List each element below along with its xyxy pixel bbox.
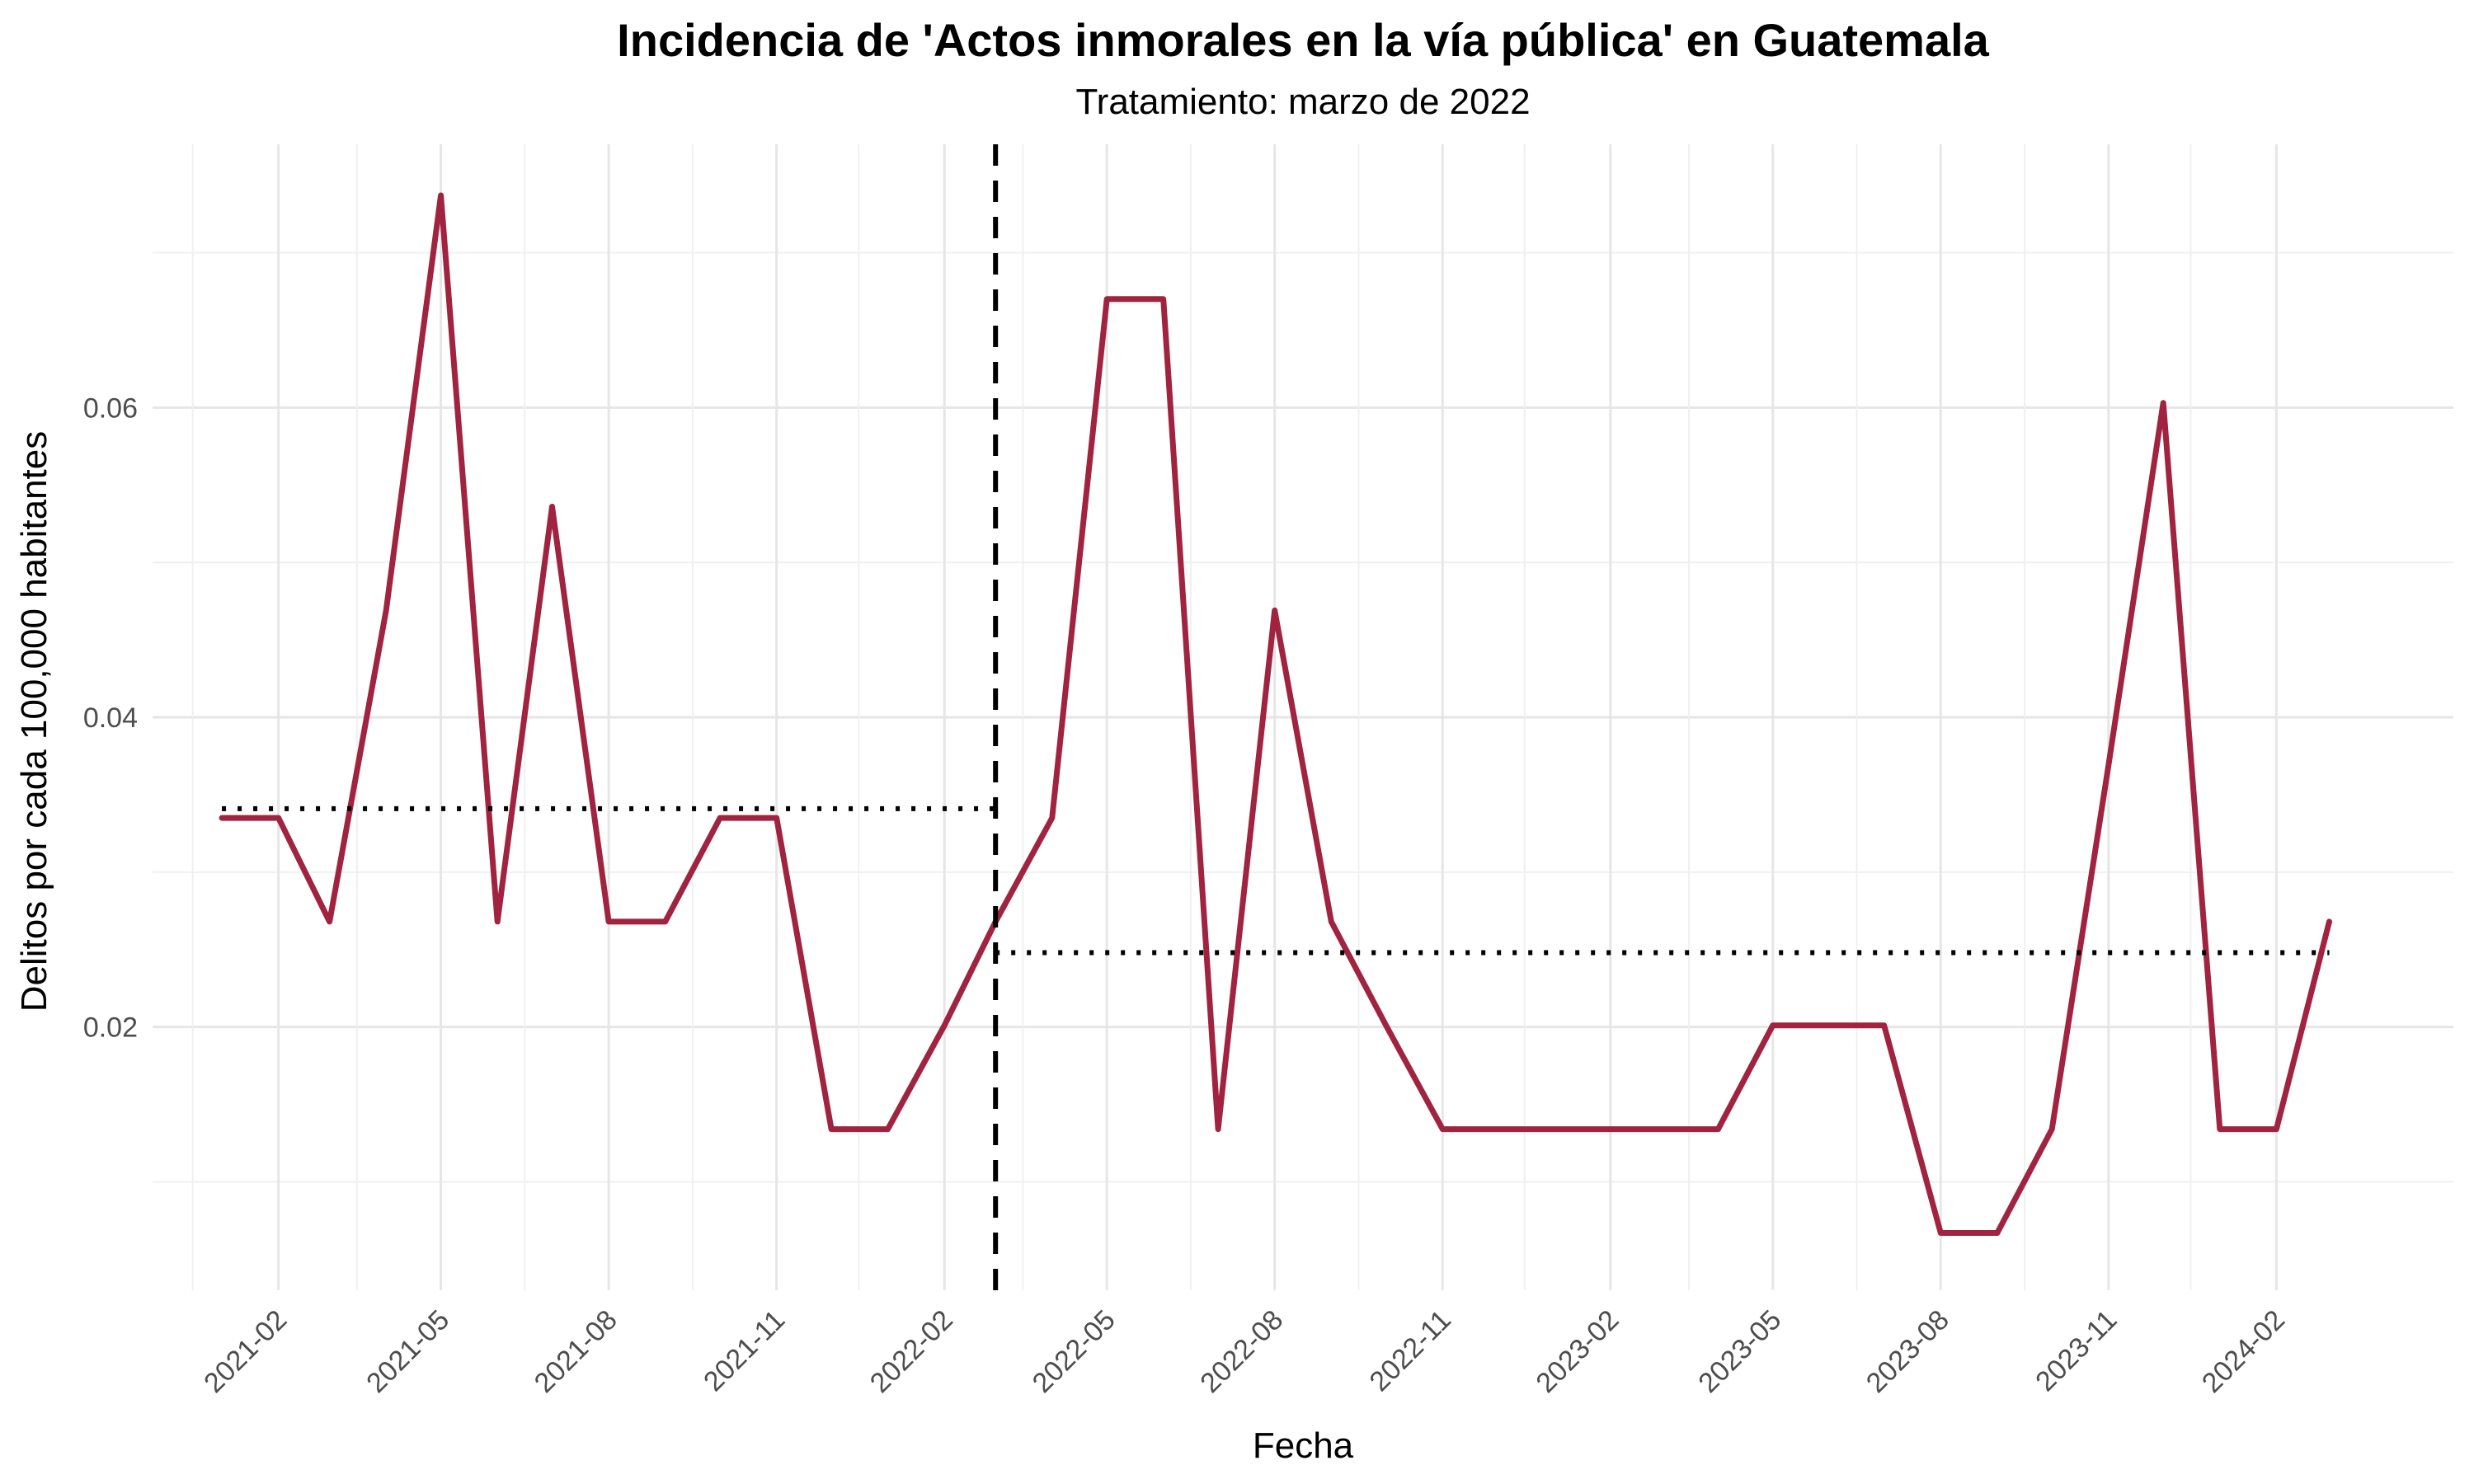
y-tick-label: 0.02 bbox=[83, 1012, 138, 1044]
y-tick-label: 0.04 bbox=[83, 702, 138, 734]
plot-area bbox=[219, 192, 2332, 1236]
y-tick-label: 0.06 bbox=[83, 392, 138, 424]
chart-subtitle: Tratamiento: marzo de 2022 bbox=[1075, 82, 1530, 122]
chart-title: Incidencia de 'Actos inmorales en la vía… bbox=[617, 14, 1990, 66]
x-tick-label: 2024-02 bbox=[2196, 1304, 2291, 1399]
grid bbox=[153, 144, 2453, 1290]
x-tick-label: 2022-02 bbox=[864, 1304, 959, 1399]
x-tick-label: 2023-02 bbox=[1530, 1304, 1625, 1399]
reference-lines bbox=[222, 144, 2330, 1290]
x-tick-label: 2022-08 bbox=[1194, 1304, 1289, 1399]
x-tick-label: 2022-11 bbox=[1364, 1304, 1457, 1397]
x-tick-label: 2021-11 bbox=[698, 1304, 791, 1397]
series-line bbox=[219, 192, 2332, 1236]
x-tick-label: 2023-08 bbox=[1860, 1304, 1955, 1399]
x-tick-label: 2022-05 bbox=[1027, 1304, 1122, 1399]
y-axis-label: Delitos por cada 100,000 habitantes bbox=[14, 431, 54, 1012]
x-tick-label: 2021-05 bbox=[360, 1304, 455, 1399]
x-tick-label: 2021-08 bbox=[529, 1304, 623, 1399]
x-tick-label: 2023-05 bbox=[1692, 1304, 1787, 1399]
x-axis-label: Fecha bbox=[1253, 1425, 1354, 1466]
x-tick-label: 2021-02 bbox=[198, 1304, 293, 1399]
x-tick-label: 2023-11 bbox=[2030, 1304, 2123, 1397]
tick-labels: 0.02 0.04 0.06 2021-02 2021-05 2021-08 2021-11… bbox=[83, 392, 2291, 1399]
